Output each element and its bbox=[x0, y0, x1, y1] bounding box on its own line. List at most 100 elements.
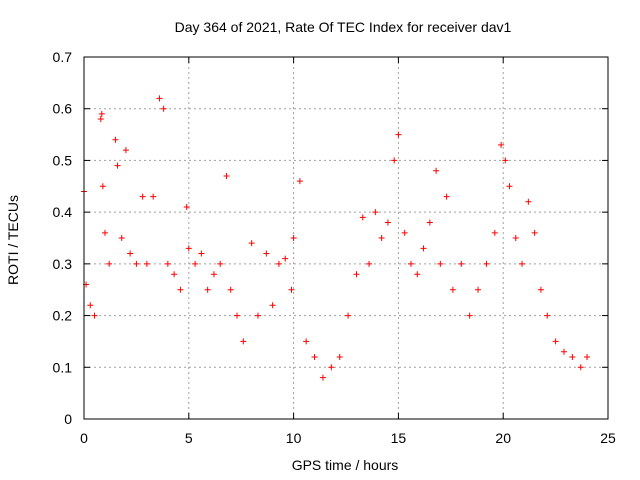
data-point bbox=[217, 260, 224, 267]
data-point bbox=[449, 286, 456, 293]
data-point bbox=[234, 312, 241, 319]
data-point bbox=[407, 260, 414, 267]
data-point bbox=[426, 219, 433, 226]
data-point bbox=[458, 260, 465, 267]
data-point bbox=[443, 193, 450, 200]
data-point bbox=[391, 157, 398, 164]
data-point bbox=[122, 147, 129, 154]
x-tick-label: 0 bbox=[80, 430, 88, 446]
data-point bbox=[171, 271, 178, 278]
data-point bbox=[502, 157, 509, 164]
data-point bbox=[99, 183, 106, 190]
data-point bbox=[288, 286, 295, 293]
x-tick-label: 15 bbox=[391, 430, 407, 446]
data-point bbox=[192, 260, 199, 267]
data-point bbox=[433, 167, 440, 174]
data-point bbox=[290, 235, 297, 241]
data-point bbox=[372, 209, 379, 216]
data-point bbox=[98, 110, 105, 117]
data-point bbox=[345, 312, 352, 319]
data-point bbox=[319, 374, 326, 381]
y-tick-label: 0 bbox=[64, 411, 72, 427]
data-point bbox=[254, 312, 261, 319]
data-point bbox=[91, 312, 98, 319]
data-point bbox=[491, 229, 498, 236]
data-point bbox=[160, 105, 167, 112]
data-point bbox=[97, 116, 104, 123]
data-point bbox=[506, 183, 513, 190]
x-tick-label: 5 bbox=[185, 430, 193, 446]
y-tick-label: 0.2 bbox=[53, 308, 73, 324]
data-point bbox=[475, 286, 482, 293]
data-point bbox=[498, 141, 505, 148]
data-point bbox=[353, 271, 360, 278]
data-point bbox=[366, 260, 373, 267]
data-point bbox=[210, 271, 217, 278]
y-axis-ticks: 0 0.1 0.2 0.3 0.4 0.5 0.6 0.7 bbox=[53, 49, 608, 427]
data-point bbox=[569, 353, 576, 360]
y-tick-label: 0.6 bbox=[53, 101, 73, 117]
data-point bbox=[204, 286, 211, 293]
data-point bbox=[336, 353, 343, 360]
data-point bbox=[156, 95, 163, 102]
data-point bbox=[519, 260, 526, 267]
data-point bbox=[87, 302, 94, 309]
data-point bbox=[118, 235, 125, 241]
data-point bbox=[183, 203, 190, 210]
data-point bbox=[552, 338, 559, 345]
data-point bbox=[269, 302, 276, 309]
data-point bbox=[466, 312, 473, 319]
data-point bbox=[296, 178, 303, 185]
data-point bbox=[525, 198, 532, 205]
data-points bbox=[81, 95, 591, 381]
y-axis-label: ROTI / TECUs bbox=[5, 195, 21, 285]
x-tick-label: 20 bbox=[495, 430, 511, 446]
data-point bbox=[560, 348, 567, 355]
x-tick-label: 25 bbox=[600, 430, 616, 446]
data-point bbox=[483, 260, 490, 267]
data-point bbox=[328, 364, 335, 371]
data-point bbox=[420, 245, 427, 252]
data-point bbox=[248, 240, 255, 247]
plot-frame bbox=[83, 56, 609, 420]
y-tick-label: 0.5 bbox=[53, 152, 73, 168]
data-point bbox=[112, 136, 119, 143]
data-point bbox=[133, 260, 140, 267]
x-axis-label: GPS time / hours bbox=[292, 457, 399, 473]
data-point bbox=[303, 338, 310, 345]
data-point bbox=[584, 353, 591, 360]
data-point bbox=[384, 219, 391, 226]
x-axis-ticks: 0 5 10 15 20 25 bbox=[80, 57, 616, 446]
data-point bbox=[164, 260, 171, 267]
data-point bbox=[378, 235, 385, 241]
data-point bbox=[437, 260, 444, 267]
data-point bbox=[544, 312, 551, 319]
x-tick-label: 10 bbox=[286, 430, 302, 446]
data-point bbox=[531, 229, 538, 236]
data-point bbox=[101, 229, 108, 236]
data-point bbox=[359, 214, 366, 221]
y-tick-label: 0.3 bbox=[53, 256, 73, 272]
data-point bbox=[537, 286, 544, 293]
data-point bbox=[223, 172, 230, 179]
y-tick-label: 0.4 bbox=[53, 204, 73, 220]
data-point bbox=[185, 245, 192, 252]
data-point bbox=[414, 271, 421, 278]
data-point bbox=[275, 260, 282, 267]
data-point bbox=[150, 193, 157, 200]
data-point bbox=[395, 131, 402, 138]
chart-title: Day 364 of 2021, Rate Of TEC Index for r… bbox=[175, 19, 512, 35]
data-point bbox=[577, 364, 584, 371]
data-point bbox=[401, 229, 408, 236]
y-tick-label: 0.1 bbox=[53, 359, 73, 375]
data-point bbox=[106, 260, 113, 267]
data-point bbox=[512, 235, 519, 241]
data-point bbox=[198, 250, 205, 257]
y-tick-label: 0.7 bbox=[53, 49, 73, 65]
data-point bbox=[240, 338, 247, 345]
data-point bbox=[311, 353, 318, 360]
data-point bbox=[227, 286, 234, 293]
data-point bbox=[139, 193, 146, 200]
data-point bbox=[282, 255, 289, 262]
